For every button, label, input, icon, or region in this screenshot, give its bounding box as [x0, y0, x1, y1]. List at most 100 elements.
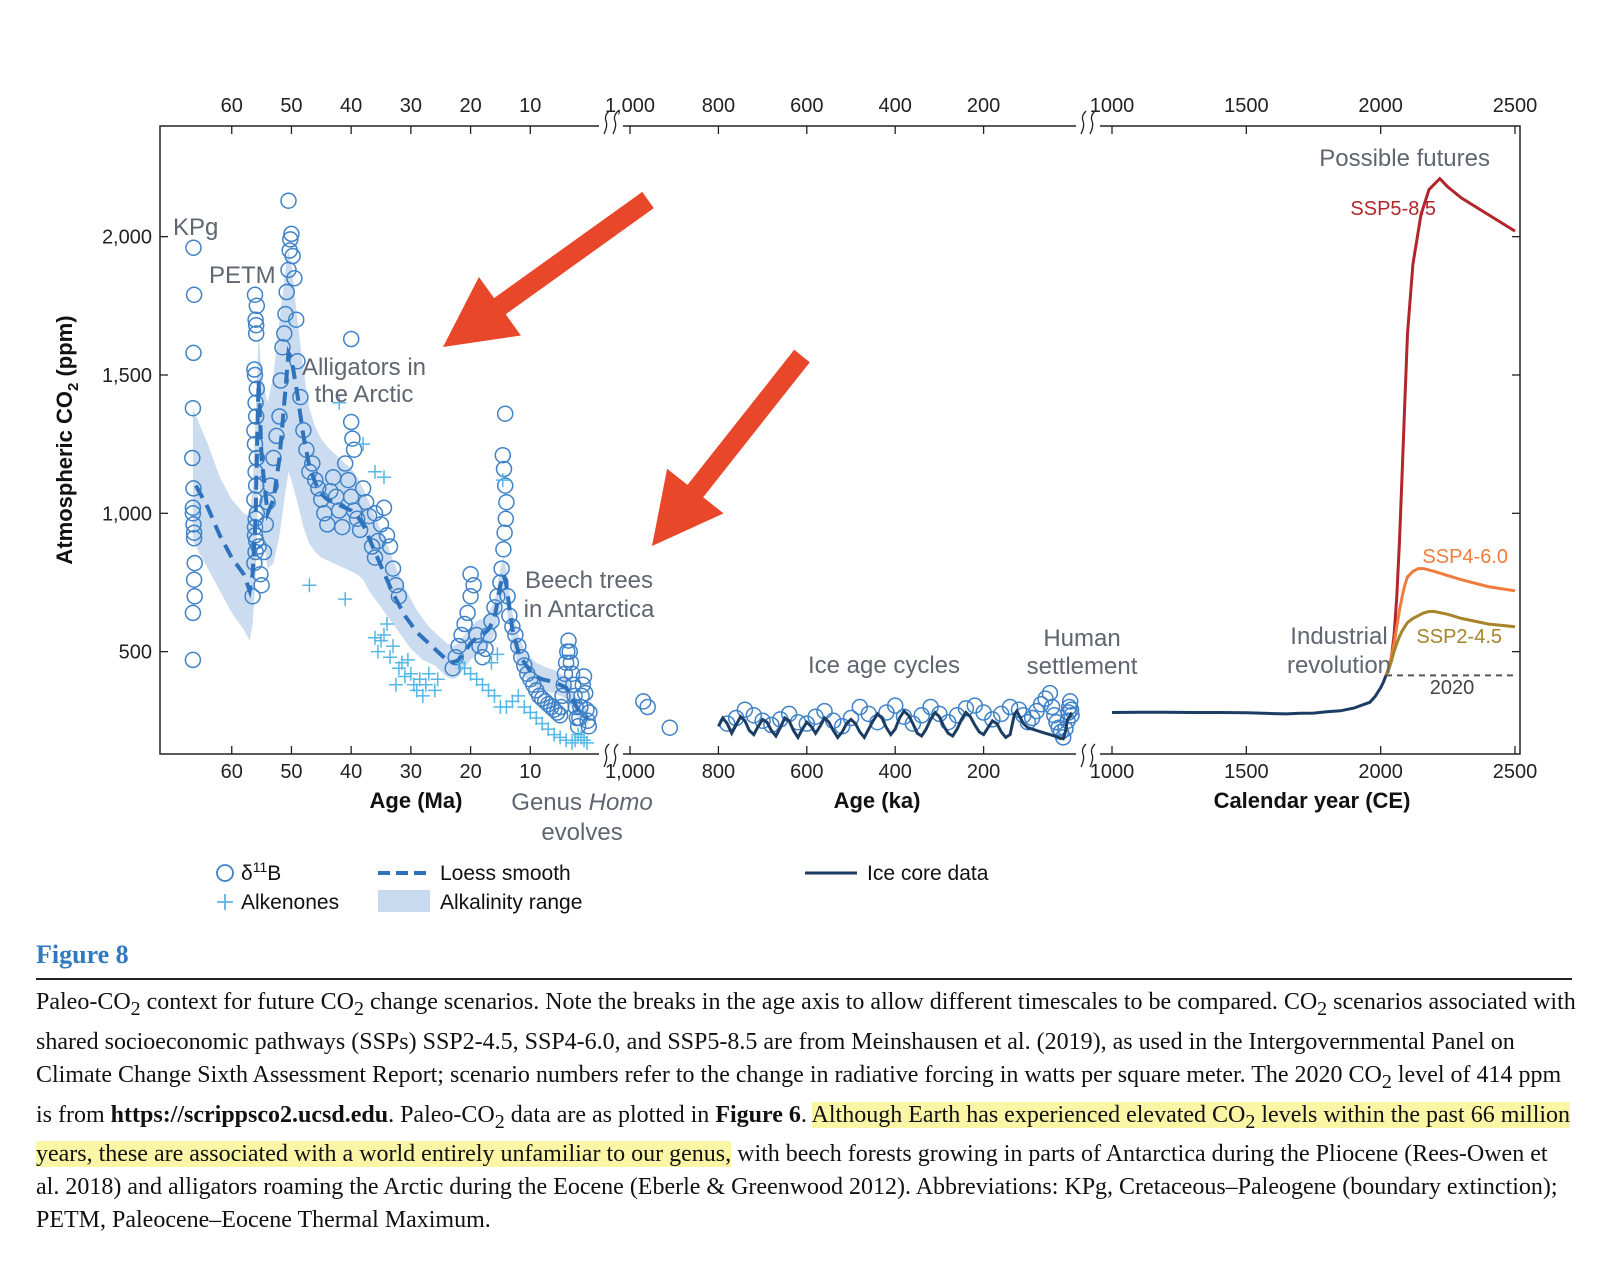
red-arrow-beech	[652, 349, 810, 546]
boron-point-ma-51	[274, 339, 291, 356]
figure-label: Figure 8	[36, 940, 1572, 980]
boron-point-ma-3	[186, 554, 203, 572]
boron-point-ka-51	[1059, 712, 1076, 730]
boron-point-ma-143	[536, 693, 554, 710]
boron-point-ma-31	[246, 366, 264, 384]
alkenones-point-26	[332, 395, 347, 410]
legend-alkalinity-label: Alkalinity range	[440, 891, 582, 914]
alkenones-point-37	[511, 688, 526, 703]
boron-point-ma-54	[278, 283, 295, 301]
boron-point-ma-52	[276, 325, 293, 342]
scripps-link[interactable]: https://scrippsco2.ucsd.edu	[110, 1101, 389, 1128]
alkenones-point-21	[427, 683, 442, 698]
line-series	[194, 176, 1518, 741]
alkenones-point-22	[430, 672, 445, 687]
alkenones-point-42	[541, 722, 556, 737]
boron-point-ma-94	[381, 538, 399, 555]
label-ssp245: SSP2-4.5	[1416, 626, 1502, 648]
ice-core-line-ce	[1111, 674, 1388, 716]
tick-label-top-1-0: 1,000	[605, 95, 655, 117]
boron-point-ma-63	[289, 352, 306, 370]
boron-point-ma-134	[510, 637, 527, 655]
tick-label-top-0-5: 10	[519, 95, 541, 117]
legend: δ11B Alkenones Loess smooth Alkalinity r…	[216, 859, 989, 914]
boron-point-ma-156	[561, 643, 578, 660]
boron-point-ma-171	[579, 712, 596, 730]
label-2020-level: 2020	[1430, 677, 1475, 699]
annotation-genus-homo-line1: Genus Homo	[511, 789, 652, 816]
boron-point-ma-158	[563, 665, 581, 683]
figure-caption: Figure 8 Paleo-CO2 context for future CO…	[36, 940, 1576, 1237]
boron-point-ma-146	[545, 701, 563, 718]
boron-point-ma-159	[565, 676, 582, 694]
tick-label-top-1-2: 600	[790, 95, 823, 117]
ytick-label-0: 500	[119, 642, 152, 664]
ssp585-line	[1384, 176, 1516, 676]
boron-point-ma-5	[185, 516, 202, 533]
boron-point-ka-25	[913, 707, 930, 724]
annotation-genus-homo-line2: evolves	[541, 819, 622, 846]
boron-point-ma-168	[575, 668, 593, 685]
boron-point-ma-42	[253, 576, 270, 594]
tick-label-bottom-0-4: 20	[459, 761, 481, 783]
figure-6-reference[interactable]: Figure 6	[715, 1101, 801, 1128]
break-squiggle-top-1	[603, 110, 619, 135]
alkenones-point-0	[302, 578, 317, 593]
annotation-petm: PETM	[209, 262, 276, 289]
boron-point-ma-145	[542, 698, 560, 716]
alkenones-point-46	[565, 735, 580, 750]
boron-point-ma-8	[184, 449, 201, 467]
alkenones-point-3	[371, 644, 385, 659]
tick-label-bottom-0-5: 10	[519, 761, 541, 783]
boron-point-ma-29	[247, 394, 264, 411]
annotation-human-line2: settlement	[1027, 653, 1138, 680]
boron-point-ma-111	[462, 565, 479, 583]
boron-point-ma-60	[280, 192, 297, 209]
break-squiggle-bottom-2	[1080, 743, 1096, 768]
alkenones-point-25	[377, 470, 391, 485]
boron-point-ka-27	[931, 705, 948, 723]
alkenones-point-39	[523, 705, 538, 720]
alkenones-point-20	[421, 666, 436, 681]
boron-point-ma-68	[304, 455, 321, 472]
tick-label-top-1-1: 800	[702, 95, 735, 117]
ytick-label-1: 1,000	[102, 503, 152, 525]
boron-point-ma-102	[366, 505, 384, 522]
annotation-possible-futures: Possible futures	[1319, 145, 1490, 172]
arrows	[443, 191, 810, 546]
tick-label-bottom-1-3: 400	[879, 761, 912, 783]
tick-label-bottom-2-1: 1500	[1224, 761, 1269, 783]
legend-boron-marker	[216, 864, 234, 882]
boron-point-ma-107	[456, 615, 473, 633]
axis-ticks: 6060505040403030202010101,0001,000800800…	[102, 95, 1537, 783]
boron-point-ma-136	[516, 657, 533, 674]
label-ssp585: SSP5-8.5	[1350, 198, 1436, 220]
alkenones-point-54	[495, 473, 510, 488]
boron-point-ma-108	[459, 604, 476, 622]
annotation-industrial-line1: Industrial	[1290, 623, 1387, 650]
annotation-kpg: KPg	[173, 214, 218, 241]
boron-point-ma-99	[344, 430, 361, 447]
boron-point-ma-10	[185, 344, 202, 362]
boron-point-ma-105	[450, 637, 467, 655]
boron-point-ma-70	[310, 480, 327, 497]
loess-smooth-line	[194, 345, 590, 720]
boron-point-ma-61	[286, 269, 303, 287]
boron-point-ma-13	[184, 499, 202, 517]
boron-point-ma-1	[184, 604, 202, 622]
boron-point-ma-44	[257, 516, 275, 533]
alkenones-point-16	[409, 683, 424, 698]
ssp460-line	[1384, 567, 1516, 676]
boron-point-ma-80	[339, 471, 357, 489]
boron-point-ka-38	[1019, 713, 1037, 731]
boron-point-ma-141	[530, 687, 548, 705]
boron-point-ma-88	[363, 538, 381, 555]
alkenones-point-32	[481, 683, 496, 698]
boron-point-ka-56	[1063, 707, 1080, 724]
boron-point-ma-53	[277, 305, 294, 323]
boron-point-ma-40	[250, 538, 267, 555]
alkenones-point-43	[547, 727, 562, 742]
annotation-beech-line1: Beech trees	[525, 567, 653, 594]
boron-point-ma-98	[342, 413, 360, 431]
boron-point-ma-37	[247, 316, 265, 334]
